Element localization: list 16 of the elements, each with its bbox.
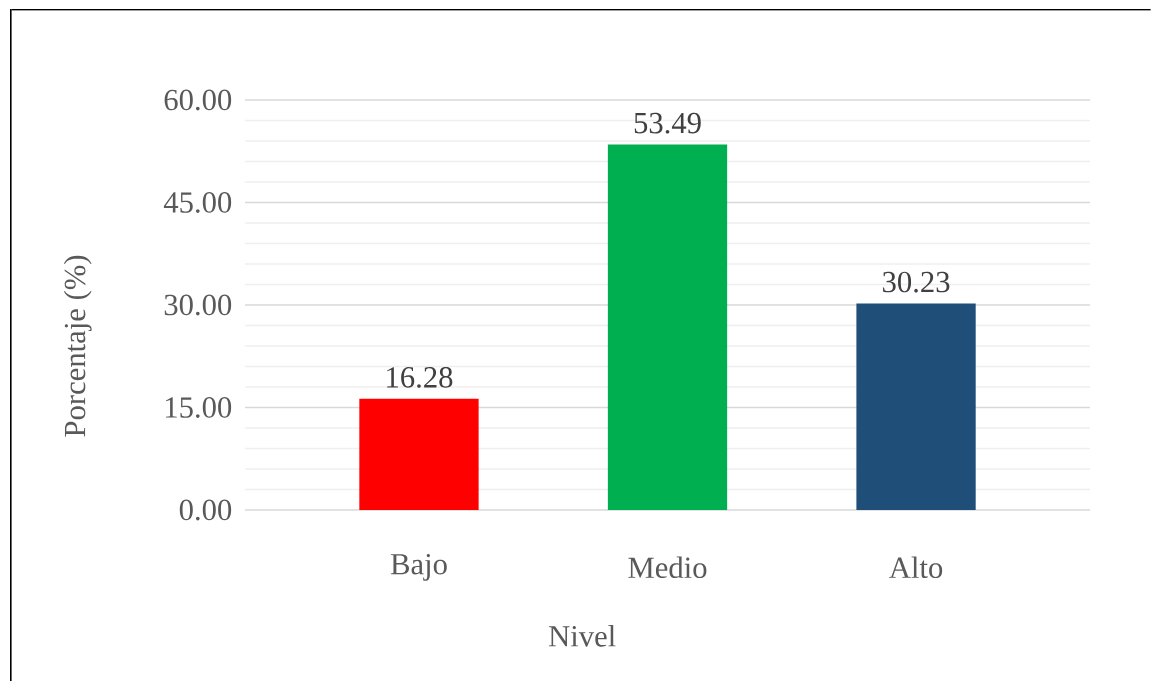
x-tick-label: Bajo	[390, 553, 447, 581]
x-tick-label: Medio	[628, 556, 707, 579]
data-label: 53.49	[634, 112, 701, 134]
y-tick-label: 15.00	[165, 397, 232, 418]
y-tick-label: 60.00	[164, 89, 232, 111]
y-tick-label: 30.00	[164, 294, 232, 316]
x-tick-label: Alto	[889, 556, 943, 579]
y-axis-title: Porcentaje (%)	[63, 255, 92, 437]
data-label: 16.28	[387, 366, 453, 388]
bar	[607, 144, 728, 510]
y-tick-label: 45.00	[163, 192, 232, 213]
bar	[856, 303, 976, 510]
y-tick-label: 0.00	[179, 499, 232, 521]
data-label: 30.23	[883, 271, 950, 293]
x-axis-title: Nivel	[548, 625, 616, 647]
bar	[359, 398, 479, 510]
